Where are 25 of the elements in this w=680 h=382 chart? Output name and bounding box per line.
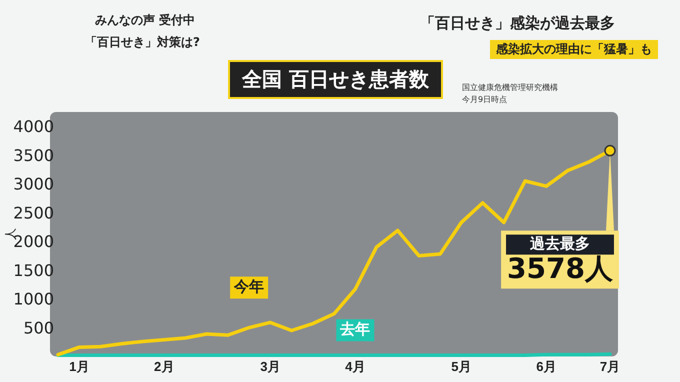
y-tick-label: 3500 [13,146,54,165]
x-tick-label: 7月 [600,358,620,374]
x-tick-label: 2月 [154,358,174,374]
text: 今月9日時点 [462,94,508,105]
text: みんなの声 受付中 [95,12,196,29]
text: 「百日せき」感染が過去最多 [420,14,615,33]
series-label: 今年 [233,278,264,296]
text: 感染拡大の理由に「猛暑」も [490,40,658,59]
annotation: 3578人 [507,252,614,285]
y-tick-label: 1500 [13,260,54,280]
series-label: 去年 [339,320,370,338]
x-tick-label: 4月 [345,358,366,374]
y-tick-label: 4000 [13,117,54,136]
chart-title: 全国 百日せき患者数 [228,60,443,99]
x-tick-label: 5月 [451,358,472,374]
text: 「百日せき」対策は? [85,34,200,51]
annotation: 過去最多 [529,234,590,253]
x-tick-label: 3月 [260,358,280,374]
y-tick-label: 500 [23,318,54,338]
text: 国立健康危機管理研究機構 [462,82,558,93]
y-tick-label: 3000 [13,174,54,194]
x-tick-label: 1月 [69,358,90,374]
x-tick-label: 6月 [536,358,556,374]
y-tick-label: 2500 [13,203,54,222]
y-tick-label: 1000 [13,290,54,309]
